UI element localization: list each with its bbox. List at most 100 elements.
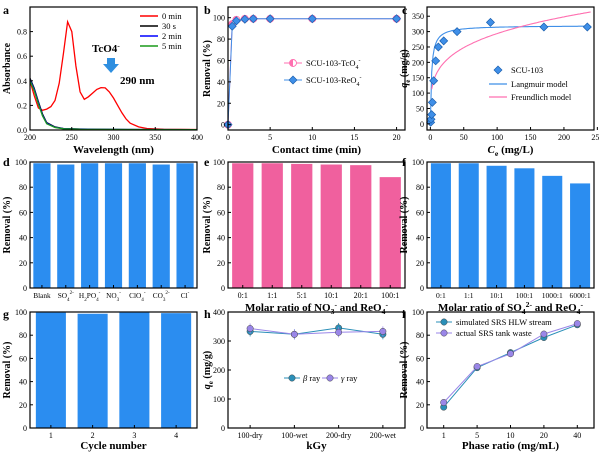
text-part: 3 [163, 297, 166, 303]
y-tick-label: 200 [412, 58, 424, 67]
data-point [231, 16, 241, 26]
data-point [485, 17, 495, 27]
legend-label: SCU-103 [511, 65, 543, 75]
legend-label: actual SRS tank waste [456, 328, 532, 338]
y-tick-label: 100 [213, 14, 225, 23]
x-axis-title: Phase ratio (mg/mL) [462, 440, 559, 452]
y-tick-label: 300 [412, 28, 424, 37]
y-tick-label: 80 [19, 183, 27, 192]
data-point [433, 42, 443, 52]
x-axis-title: Cycle number [80, 440, 146, 452]
data-point [427, 97, 437, 107]
data-point [392, 14, 402, 24]
plot-frame [426, 161, 595, 289]
text-part: TcO4 [92, 43, 118, 55]
y-tick-label: 80 [217, 35, 225, 44]
y-axis-title: Removal (%) [399, 342, 410, 399]
legend-marker [493, 65, 503, 75]
text-part: ClO [129, 291, 141, 300]
x-tick-label: 0 [226, 133, 230, 142]
bar [152, 164, 170, 288]
y-tick-label: 0 [221, 121, 225, 130]
freundlich-fit-line [431, 11, 591, 90]
data-point [573, 320, 581, 328]
bar [57, 164, 75, 288]
x-tick-label: 20 [393, 133, 401, 142]
panel-c: 0 50 100 150 200 250 0 50 100 150 200 250 300 350 Ce (… [399, 6, 599, 158]
x-tick-label: 100 [491, 133, 503, 142]
x-tick-label: 15 [350, 133, 358, 142]
panel-label: c [402, 3, 408, 17]
bar [81, 163, 99, 288]
y-tick-label: 100 [213, 395, 225, 404]
plot-frame [227, 161, 406, 289]
text-part: 4 [96, 297, 99, 303]
text-part: H [79, 291, 85, 300]
data-point [335, 328, 343, 336]
legend-label: Freundlich model [511, 92, 572, 102]
x-axis-title: Ce (mg/L) [488, 144, 534, 158]
x-tick-label: 3 [132, 431, 136, 440]
data-point [582, 22, 592, 32]
bar [570, 183, 591, 288]
text-part: - [385, 300, 388, 309]
y-tick-label: 0 [23, 284, 27, 293]
down-arrow-icon [103, 58, 119, 73]
x-tick-label: 10:1 [324, 291, 338, 300]
bar [486, 165, 507, 288]
data-point [439, 36, 449, 46]
y-tick-label: 20 [217, 259, 225, 268]
x-tick-label: 100-dry [237, 431, 262, 440]
panel-h: 100-dry 100-wet 200-dry 200-wet 0 100 200 300 40… [202, 308, 406, 452]
y-axis-title: Removal (%) [202, 40, 213, 97]
panel-label: e [204, 155, 210, 169]
x-tick-label: 1:1 [267, 291, 277, 300]
x-tick-label: 10:1 [490, 291, 504, 300]
bar [161, 313, 192, 428]
x-tick-label: 0:1 [238, 291, 248, 300]
bar [104, 163, 123, 288]
y-tick-label: 60 [217, 56, 225, 65]
text-part: Wavelength (nm) [73, 144, 154, 156]
x-tick-label: 0 [428, 133, 432, 142]
panel-label: a [3, 3, 9, 17]
series-line [29, 80, 198, 131]
data-point [431, 56, 441, 66]
series-line [250, 327, 383, 335]
legend-label: 0 min [162, 11, 182, 21]
x-tick-label: 100-wet [281, 431, 308, 440]
text-part: Removal (%) [399, 342, 410, 399]
x-axis-title: Wavelength (nm) [73, 144, 154, 156]
y-tick-label: 100 [412, 158, 424, 167]
y-tick-label: 60 [217, 208, 225, 217]
y-tick-label: 350 [412, 12, 424, 21]
legend-label: 30 s [162, 21, 176, 31]
x-tick-label: CO32- [153, 290, 170, 303]
legend-label: simulated SRS HLW stream [456, 317, 552, 327]
data-point [307, 14, 317, 24]
y-axis-title: Removal (%) [202, 197, 213, 254]
y-tick-label: 100 [15, 158, 27, 167]
y-axis-title: Removal (%) [399, 197, 410, 254]
text-part: Molar ratio of SO [438, 302, 522, 314]
y-tick-label: 250 [412, 43, 424, 52]
legend-marker [440, 329, 448, 337]
x-tick-label: 5 [268, 133, 272, 142]
text-part: β [302, 373, 308, 383]
data-point [473, 363, 481, 370]
x-tick-label: 20:1 [354, 291, 368, 300]
x-tick-label: 40 [573, 431, 581, 440]
y-tick-label: 40 [19, 234, 27, 243]
data-point [227, 21, 237, 31]
series-line [250, 328, 383, 335]
x-tick-label: H2PO4- [79, 290, 101, 303]
y-tick-label: 0.8 [17, 28, 27, 37]
data-point [427, 110, 437, 120]
plot-frame [29, 161, 198, 289]
y-tick-label: 100 [15, 308, 27, 317]
text-part: SCU-103-TcO [306, 58, 355, 68]
bar [176, 163, 194, 288]
bar [430, 163, 451, 288]
text-part: 2- [70, 290, 75, 296]
text-part: ray [307, 373, 321, 383]
